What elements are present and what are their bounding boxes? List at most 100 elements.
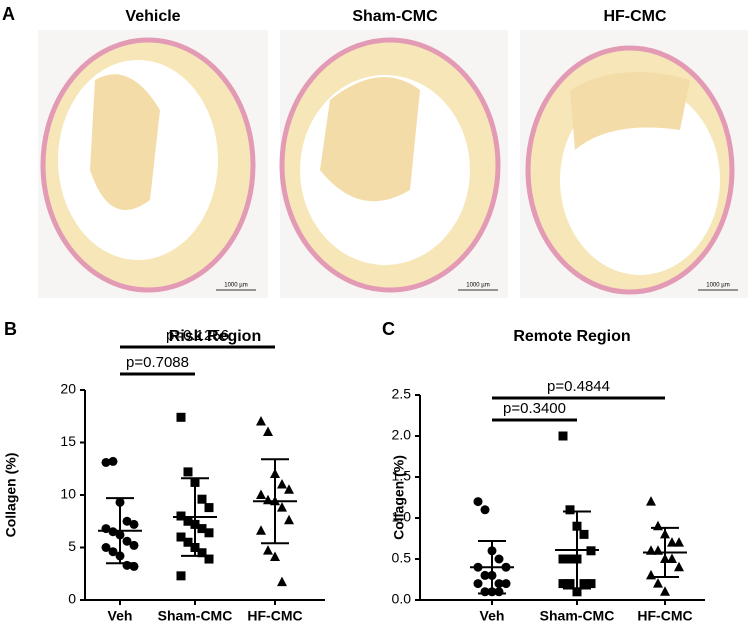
y-tick-label: 1.5 [392,468,412,484]
data-point [108,456,118,466]
data-point [277,502,287,512]
scale-bar-label: 1000 µm [706,283,729,289]
y-axis-label: Collagen (%) [391,455,407,540]
y-tick-label: 0 [68,591,76,607]
error-bar [181,477,209,557]
data-point [256,489,266,499]
x-tick-label: Veh [108,608,133,624]
data-point [473,497,483,507]
error-bar [651,526,679,579]
p-value: p=0.3400 [503,400,566,417]
panel-label: A [2,4,15,24]
data-point [284,514,294,525]
y-tick-label: 1.0 [392,509,412,525]
data-point [108,547,118,557]
data-point [122,516,132,526]
x-tick-label: HF-CMC [637,608,692,624]
data-point [129,540,139,550]
data-point [646,496,656,506]
data-point [197,524,207,534]
histology-image [279,30,508,298]
scale-bar-label: 1000 µm [224,283,247,289]
data-point [579,579,589,589]
data-point [101,457,111,467]
data-point [204,554,214,564]
data-point [101,543,111,552]
y-tick-label: 5 [68,538,76,554]
data-point [480,505,490,515]
data-point [674,561,684,572]
x-tick-label: Veh [480,608,505,624]
data-point [572,587,582,597]
data-point [263,545,273,555]
data-point [122,536,132,546]
data-point [558,431,568,441]
error-bar [106,497,134,565]
y-tick-label: 15 [60,433,76,449]
data-point [176,571,186,581]
data-point [494,587,504,597]
y-tick-label: 20 [60,381,76,397]
data-point [667,537,677,547]
data-point [494,554,504,564]
data-point [263,426,273,436]
data-point [480,570,490,580]
data-point [579,529,589,539]
y-tick-label: 0.5 [392,550,412,566]
data-point [473,579,483,589]
panel-label: B [4,319,17,339]
data-point [277,576,287,587]
data-point [667,553,677,563]
error-bar [478,539,506,595]
data-point [277,479,287,489]
p-value: p=0.7088 [126,354,189,371]
data-point [501,579,511,589]
data-point [660,586,670,596]
data-point [494,579,504,589]
chart-title: Risk Region [169,328,261,345]
data-point [176,511,186,521]
data-point [183,537,193,547]
data-point [565,554,575,564]
y-tick-label: 2.5 [392,386,412,402]
p-value: p=0.4844 [547,378,610,395]
x-tick-label: Sham-CMC [158,608,233,624]
scale-bar-label: 1000 µm [466,283,489,289]
histology-image [520,30,748,298]
data-point [197,548,207,558]
data-point [183,467,193,477]
data-point [183,516,193,526]
data-point [256,416,266,426]
data-point [108,527,118,537]
y-tick-label: 0.0 [392,591,412,607]
x-tick-label: Sham-CMC [540,608,615,624]
data-point [558,579,568,589]
data-point [129,519,139,529]
x-tick-label: HF-CMC [247,608,302,624]
error-bar [261,458,289,545]
data-point [270,551,280,561]
data-point [176,412,186,422]
image-title: Sham-CMC [352,8,438,25]
error-bar [563,510,591,590]
chart-title: Remote Region [513,328,630,345]
p-value: p=0.1256 [166,327,229,344]
image-title: HF-CMC [603,8,667,25]
data-point [284,484,294,494]
y-tick-label: 10 [60,486,76,502]
data-point [674,537,684,547]
data-point [176,532,186,542]
panel-label: C [382,319,395,339]
data-point [197,494,207,504]
y-axis-label: Collagen (%) [3,453,19,538]
data-point [204,528,214,538]
data-point [565,505,575,515]
y-tick-label: 2.0 [392,427,412,443]
data-point [586,579,596,589]
histology-image [38,30,268,298]
data-point [256,525,266,535]
data-point [653,578,663,588]
data-point [565,579,575,589]
data-point [204,503,214,513]
